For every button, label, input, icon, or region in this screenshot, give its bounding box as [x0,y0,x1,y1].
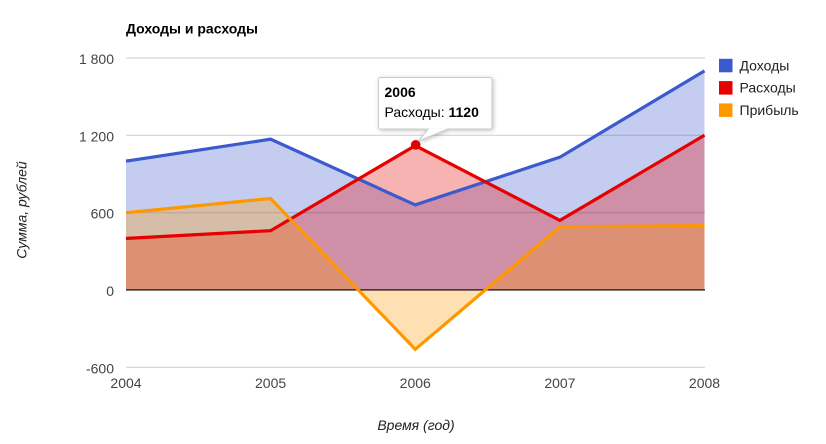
svg-text:Сумма, рублей: Сумма, рублей [14,161,30,259]
svg-text:Расходы: Расходы [740,80,796,96]
svg-text:1 200: 1 200 [79,128,114,144]
svg-text:2006: 2006 [385,84,416,100]
svg-text:2008: 2008 [689,375,720,391]
svg-text:2004: 2004 [110,375,141,391]
svg-text:600: 600 [91,206,115,222]
svg-text:Доходы: Доходы [740,57,790,73]
svg-text:2005: 2005 [255,375,286,391]
svg-text:2006: 2006 [400,375,431,391]
svg-text:Прибыль: Прибыль [740,102,799,118]
svg-text:Расходы: 1120: Расходы: 1120 [385,104,480,120]
svg-text:1 800: 1 800 [79,51,114,67]
svg-text:0: 0 [106,283,114,299]
svg-text:Время (год): Время (год) [377,417,454,433]
svg-text:-600: -600 [86,360,114,376]
svg-text:2007: 2007 [544,375,575,391]
svg-text:Доходы и расходы: Доходы и расходы [126,21,258,37]
